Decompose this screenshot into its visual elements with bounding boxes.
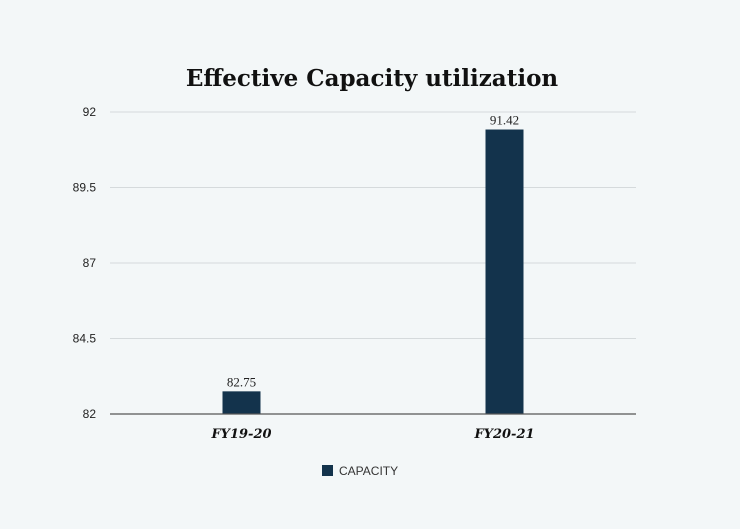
legend-label-capacity: CAPACITY — [339, 464, 398, 478]
y-tick-label: 92 — [83, 105, 97, 119]
chart-title: Effective Capacity utilization — [186, 65, 559, 92]
y-tick-label: 89.5 — [73, 181, 97, 195]
legend: CAPACITY — [322, 464, 398, 478]
x-axis-category-labels: FY19-20 FY20-21 — [210, 427, 534, 442]
data-labels: 82.75 91.42 — [227, 113, 519, 390]
bar-fy19-20 — [222, 391, 261, 414]
x-category-label: FY20-21 — [473, 427, 534, 442]
legend-swatch — [322, 465, 333, 476]
bars — [222, 129, 524, 415]
y-axis-tick-labels: 82 84.5 87 89.5 92 — [73, 105, 97, 421]
data-label: 82.75 — [227, 374, 256, 389]
bar-fy20-21 — [485, 129, 524, 415]
y-tick-label: 84.5 — [73, 332, 97, 346]
y-tick-label: 87 — [83, 256, 97, 270]
gridlines — [110, 111, 636, 339]
x-category-label: FY19-20 — [210, 427, 271, 442]
y-tick-label: 82 — [83, 407, 97, 421]
data-label: 91.42 — [490, 113, 519, 128]
